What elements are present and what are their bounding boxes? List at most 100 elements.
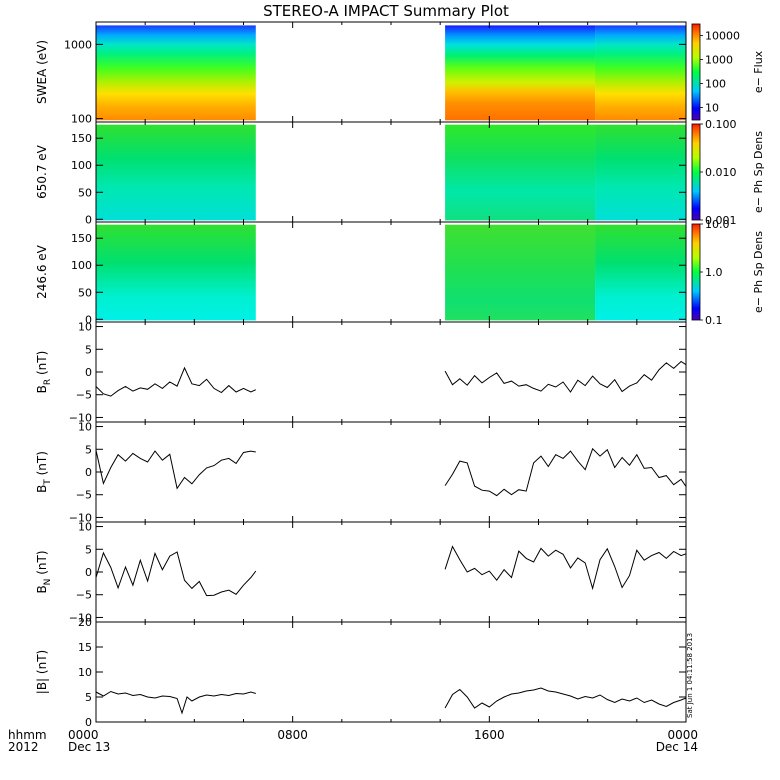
panel-bt: BT (nT) −10 −5 0 5 10: [35, 421, 687, 524]
y-axis-label: BN (nT): [35, 550, 53, 593]
y-tick-label: −5: [76, 589, 92, 602]
y-tick-label: 0: [85, 313, 92, 326]
y-tick-label: −10: [69, 611, 92, 624]
colorbar-tick-label: 0.010: [705, 166, 737, 179]
panel-br: BR (nT) −10 −5 0 5 10: [35, 321, 687, 424]
y-tick-label: 10: [78, 666, 92, 679]
time-axis-corner-label: hhmm: [8, 728, 47, 742]
y-tick-label: −5: [76, 389, 92, 402]
series-line-bn-1: [444, 545, 687, 591]
y-tick-label: 5: [85, 543, 92, 556]
time-tick-label: 1600: [474, 728, 505, 742]
y-axis-label-sub: R: [43, 379, 53, 385]
colorbar: [691, 223, 701, 321]
y-tick-label: 50: [78, 286, 92, 299]
colorbar: [691, 23, 701, 121]
spectrogram-block: [595, 124, 686, 221]
y-axis-label: SWEA (eV): [35, 40, 49, 104]
panel-frame: [95, 321, 687, 423]
y-tick-label: 0: [85, 716, 92, 729]
y-axis-label-main: B: [35, 485, 49, 493]
spectrogram-block: [96, 25, 256, 121]
y-axis-label: 246.6 eV: [35, 244, 49, 299]
time-tick-date: Dec 14: [656, 740, 698, 754]
y-axis-label: |B| (nT): [35, 650, 49, 694]
y-axis-label-main: B: [35, 585, 49, 593]
y-tick-label: 20: [78, 616, 92, 629]
colorbar-tick-label: 1000: [705, 53, 733, 66]
y-axis-label-main: B: [35, 385, 49, 393]
y-tick-label: 10: [78, 521, 92, 534]
y-tick-label: 100: [71, 259, 92, 272]
y-tick-label: 50: [78, 186, 92, 199]
colorbar-tick-label: 1.0: [705, 266, 723, 279]
panel-bn: BN (nT) −10 −5 0 5 10: [35, 521, 687, 624]
series-line-bmag-1: [444, 687, 687, 709]
y-tick-label: 100: [71, 113, 92, 126]
y-tick-label: 150: [71, 232, 92, 245]
y-axis-label-main: |B| (nT): [35, 650, 49, 694]
series-line-bn-0: [95, 551, 257, 597]
spectrogram-block: [96, 124, 256, 221]
spectrogram-block: [445, 25, 596, 121]
y-tick-label: −10: [69, 511, 92, 524]
panel-frame: [95, 621, 687, 723]
spectrogram-block: [96, 224, 256, 321]
time-axis-corner-label: 2012: [8, 740, 39, 754]
y-axis-label-unit: (nT): [35, 451, 49, 479]
spectrogram-block: [445, 224, 596, 321]
y-tick-label: 150: [71, 132, 92, 145]
colorbar-tick-label: 10: [705, 101, 719, 114]
y-tick-label: 5: [85, 691, 92, 704]
panel-frame: [95, 421, 687, 523]
y-tick-label: 0: [85, 213, 92, 226]
y-tick-label: −5: [76, 489, 92, 502]
y-axis-label-sub: T: [43, 479, 53, 486]
time-tick-date: Dec 13: [68, 740, 110, 754]
y-tick-label: 10: [78, 321, 92, 334]
panel-swea: 10 100 1000 10000 e− Flux SWEA (eV) 100 1000: [35, 21, 765, 126]
y-tick-label: 0: [85, 366, 92, 379]
series-line-bt-0: [95, 450, 256, 490]
series-line-br-1: [444, 360, 687, 393]
y-axis-label: 650.7 eV: [35, 144, 49, 199]
series-line-bmag-0: [95, 690, 256, 715]
figure-title: STEREO-A IMPACT Summary Plot: [263, 2, 509, 20]
side-timestamp: Sat Jun 1 04:11:58 2013: [686, 633, 694, 718]
time-tick-label: 0000: [68, 728, 99, 742]
y-tick-label: −10: [69, 411, 92, 424]
colorbar-tick-label: 0.100: [705, 118, 737, 131]
panel-frame: [95, 521, 687, 623]
y-axis-label-unit: (nT): [35, 351, 49, 379]
panel-pad650: 0.001 0.010 0.100 e− Ph Sp Dens 650.7 eV 0 50 1…: [35, 118, 765, 227]
y-axis-label-sub: N: [43, 579, 53, 586]
colorbar-tick-label: 100: [705, 77, 726, 90]
series-line-br-0: [95, 366, 257, 397]
y-tick-label: 0: [85, 566, 92, 579]
spectrogram-block: [595, 25, 686, 121]
y-tick-label: 5: [85, 343, 92, 356]
colorbar-label: e− Ph Sp Dens: [752, 231, 765, 313]
y-tick-label: 1000: [64, 38, 92, 51]
y-axis-label: BR (nT): [35, 351, 53, 394]
y-tick-label: 15: [78, 641, 92, 654]
spectrogram-block: [445, 124, 596, 221]
panel-bmag: |B| (nT) 0 5 10 15 20: [35, 616, 687, 729]
colorbar-label: e− Ph Sp Dens: [752, 131, 765, 213]
time-tick-label: 0800: [277, 728, 308, 742]
y-tick-label: 10: [78, 421, 92, 434]
colorbar-tick-label: 0.1: [705, 314, 723, 327]
y-axis-label-unit: (nT): [35, 550, 49, 578]
series-line-bt-1: [444, 447, 687, 497]
panel-pad246: 0.1 1.0 10.0 e− Ph Sp Dens 246.6 eV 0 50 100 150: [35, 218, 765, 327]
colorbar: [691, 123, 701, 221]
spectrogram-block: [595, 224, 686, 321]
y-tick-label: 100: [71, 159, 92, 172]
time-tick-label: 0000: [667, 728, 698, 742]
colorbar-tick-label: 0.001: [705, 214, 737, 227]
y-axis-label: BT (nT): [35, 451, 53, 493]
colorbar-tick-label: 10.0: [705, 218, 730, 231]
